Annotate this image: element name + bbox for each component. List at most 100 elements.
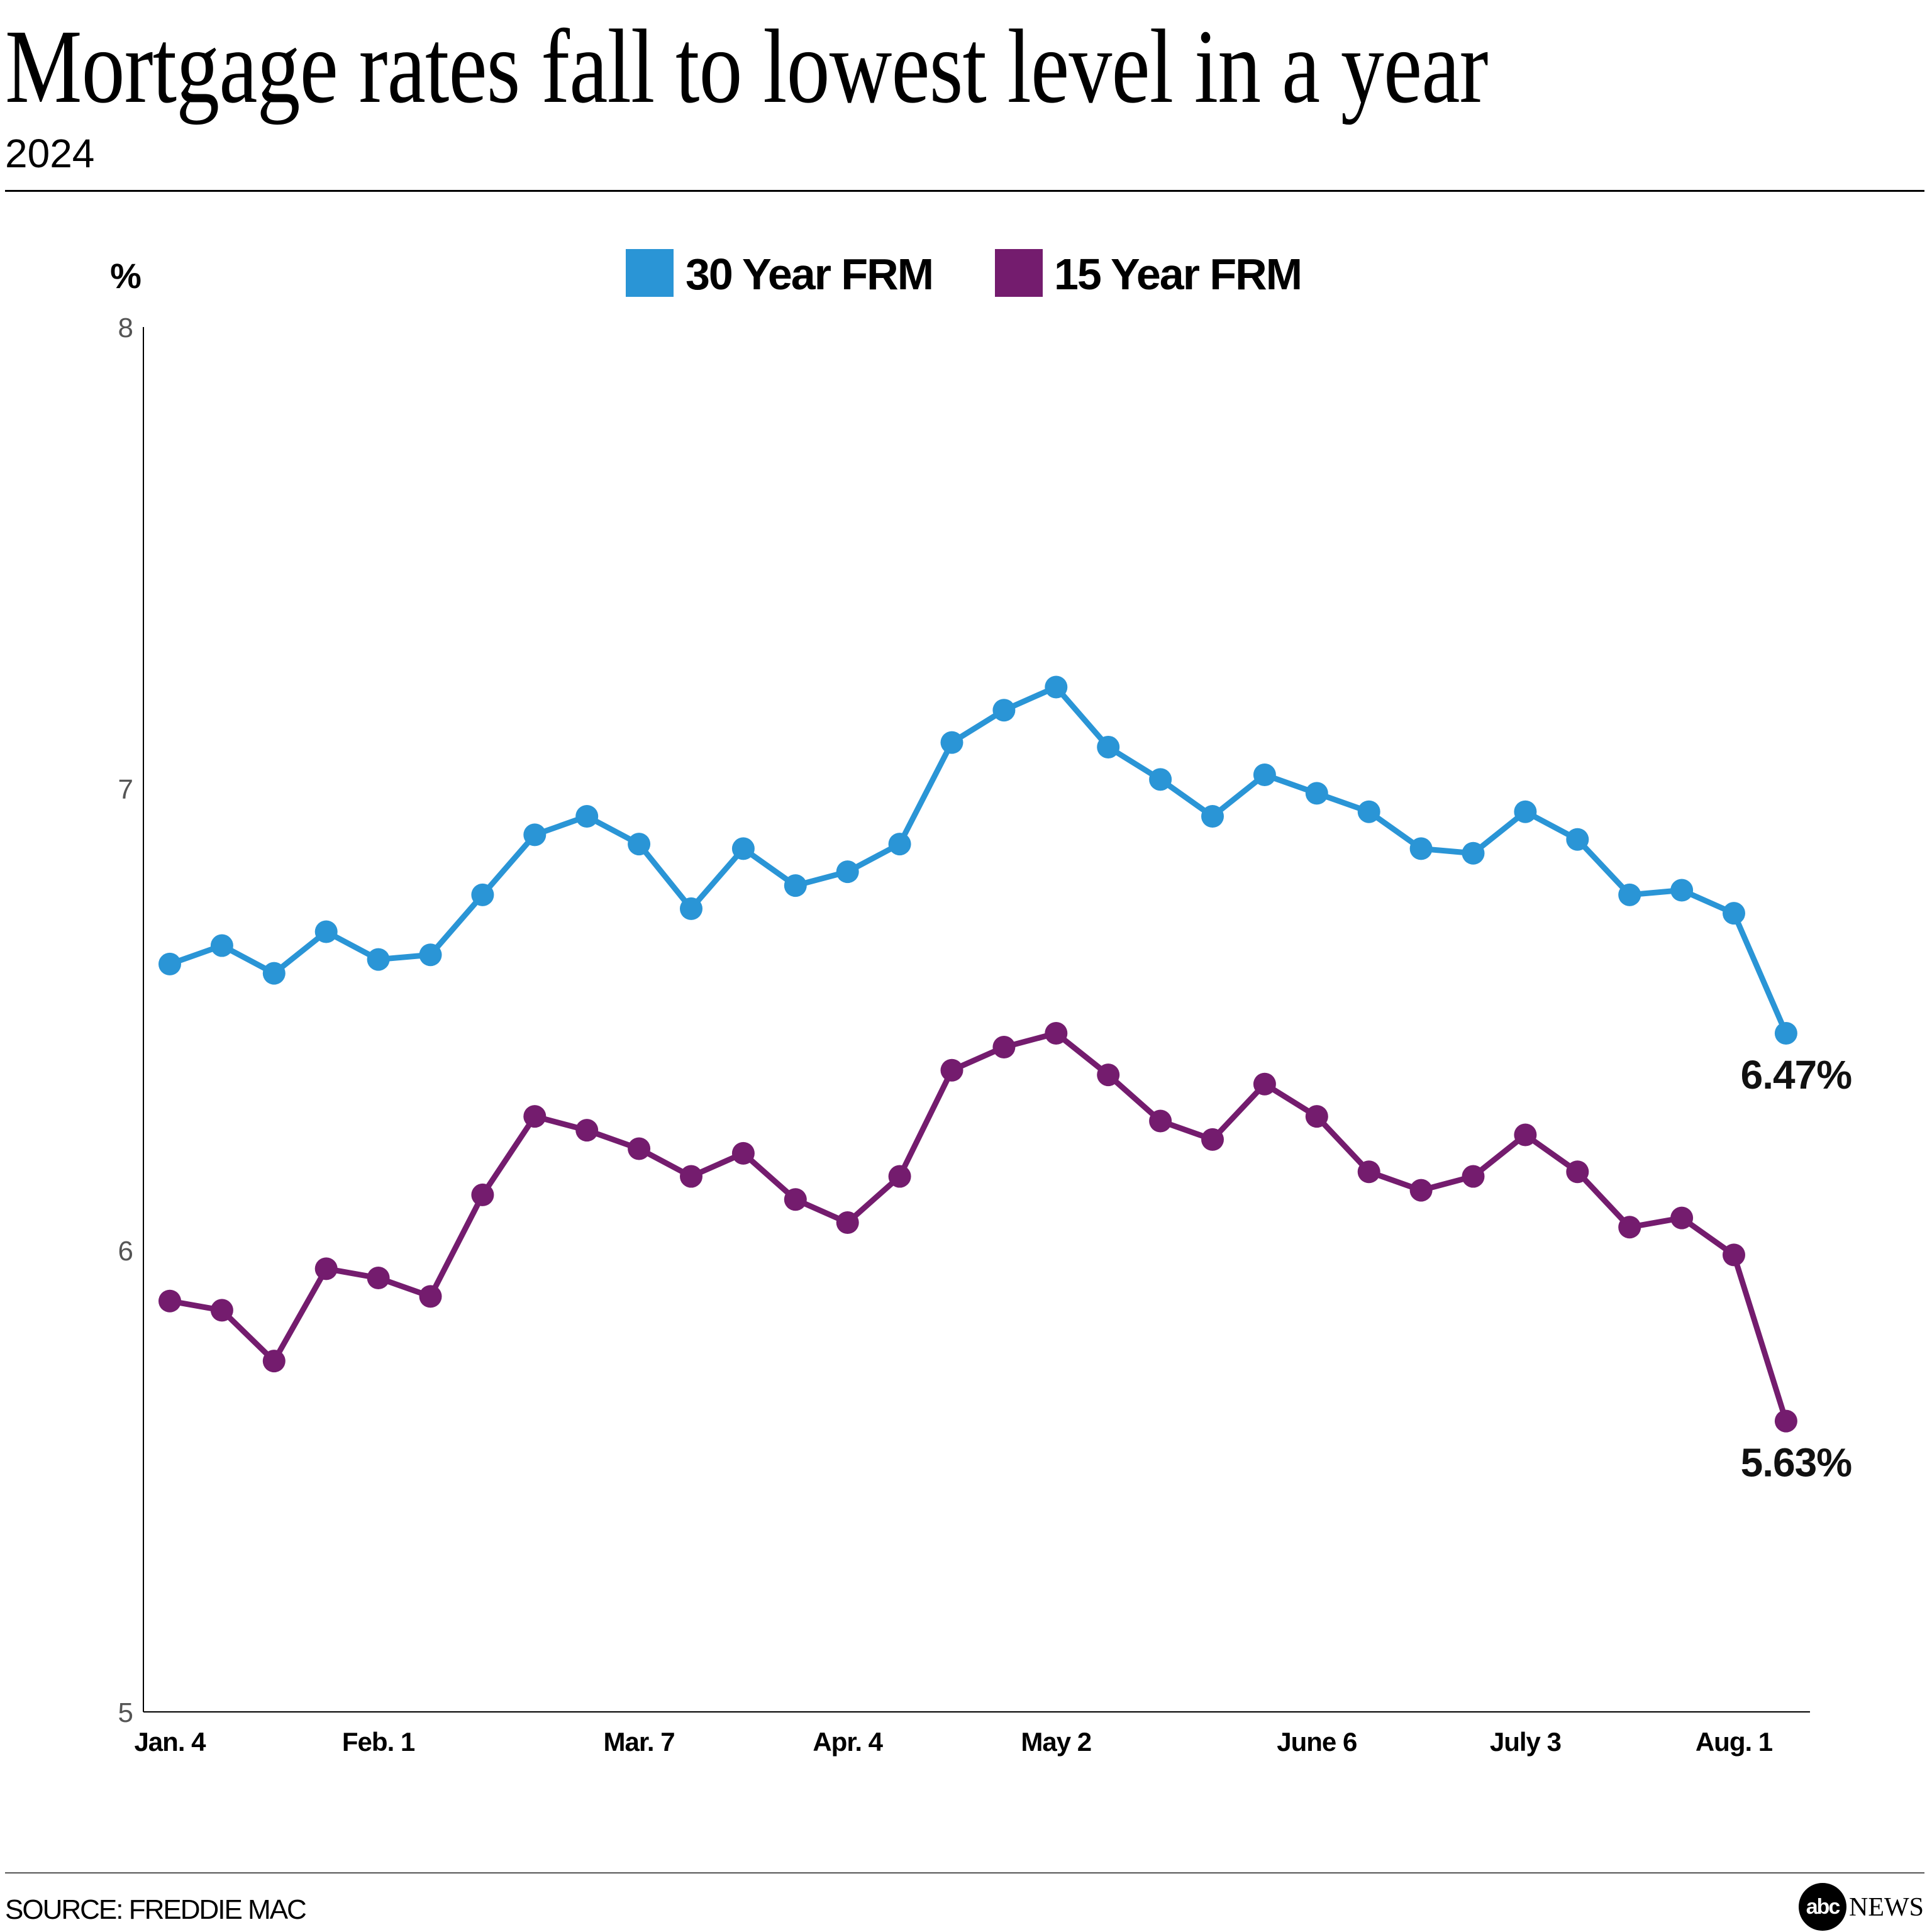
data-point <box>1357 800 1380 823</box>
header-divider <box>5 190 1924 192</box>
legend: 30 Year FRM 15 Year FRM <box>626 249 1302 299</box>
data-point <box>992 1036 1016 1059</box>
data-point <box>1253 763 1276 786</box>
data-point <box>784 874 807 897</box>
x-tick-label: July 3 <box>1490 1727 1561 1757</box>
x-tick-label: Feb. 1 <box>342 1727 415 1757</box>
data-point <box>784 1188 807 1211</box>
legend-label: 15 Year FRM <box>1054 250 1301 299</box>
data-point <box>1618 1216 1641 1239</box>
y-tick-label: 5 <box>118 1697 133 1728</box>
data-point <box>1514 1123 1537 1146</box>
data-point <box>628 1137 651 1160</box>
data-point <box>1462 1165 1485 1188</box>
y-axis-label: % <box>110 256 142 296</box>
data-point <box>1357 1160 1380 1184</box>
data-point <box>1253 1072 1276 1096</box>
data-point <box>836 860 859 884</box>
data-point <box>210 934 233 957</box>
data-point <box>471 1183 494 1206</box>
data-point <box>1305 1105 1328 1128</box>
data-point <box>1409 837 1433 860</box>
data-point <box>992 699 1016 722</box>
data-point <box>367 948 390 971</box>
data-point <box>1774 1409 1797 1433</box>
data-point <box>1462 841 1485 865</box>
data-point <box>731 837 755 860</box>
data-point <box>1045 1022 1068 1045</box>
data-point <box>210 1299 233 1322</box>
data-point <box>680 897 702 920</box>
data-point <box>888 1165 911 1188</box>
data-point <box>1409 1179 1433 1202</box>
data-point <box>1566 828 1589 851</box>
line-chart: 30 Year FRM 15 Year FRM % 5 6 7 8 Jan. 4 Feb.… <box>110 249 1852 1757</box>
data-point <box>471 883 494 906</box>
source-note: SOURCE: FREDDIE MAC <box>5 1894 307 1925</box>
data-point <box>1201 1128 1224 1151</box>
series-line <box>167 1030 1789 1424</box>
data-point <box>836 1211 859 1234</box>
data-point <box>680 1165 702 1188</box>
x-tick-label: Aug. 1 <box>1696 1727 1773 1757</box>
data-point <box>1149 768 1172 791</box>
x-tick-label: May 2 <box>1021 1727 1091 1757</box>
footer-divider <box>5 1872 1924 1874</box>
series-line <box>167 684 1789 1036</box>
x-tick-label: Apr. 4 <box>813 1727 883 1757</box>
end-value-label: 6.47% <box>1741 1052 1852 1097</box>
data-point <box>1514 800 1537 823</box>
data-point <box>419 943 442 967</box>
series-group: 6.47% 5.63% <box>158 675 1852 1485</box>
data-point <box>1097 735 1120 758</box>
data-point <box>1670 1206 1694 1230</box>
end-value-label: 5.63% <box>1741 1440 1852 1485</box>
data-point <box>1566 1160 1589 1184</box>
data-point <box>314 920 338 943</box>
logo-news-text: NEWS <box>1849 1893 1924 1922</box>
data-point <box>1670 879 1694 902</box>
data-point <box>158 952 181 975</box>
data-point <box>1723 902 1745 925</box>
data-point <box>1201 805 1224 828</box>
data-point <box>262 1350 286 1373</box>
x-tick-label: Mar. 7 <box>604 1727 675 1757</box>
data-point <box>628 833 651 856</box>
x-tick-label: Jan. 4 <box>134 1727 206 1757</box>
x-axis-ticks: Jan. 4 Feb. 1 Mar. 7 Apr. 4 May 2 June 6 July … <box>134 1727 1773 1757</box>
y-tick-label: 6 <box>118 1236 133 1267</box>
data-point <box>1618 883 1641 906</box>
y-axis-ticks: 5 6 7 8 <box>118 313 133 1728</box>
abc-news-logo: abc NEWS <box>1799 1883 1924 1931</box>
data-point <box>575 805 599 828</box>
data-point <box>940 1058 963 1082</box>
data-point <box>888 833 911 856</box>
logo-abc-text: abc <box>1806 1895 1840 1919</box>
data-point <box>262 962 286 985</box>
x-tick-label: June 6 <box>1277 1727 1357 1757</box>
chart-subtitle: 2024 <box>5 131 95 176</box>
data-point <box>314 1257 338 1280</box>
data-point <box>1149 1109 1172 1133</box>
data-point <box>523 1105 547 1128</box>
data-point <box>367 1267 390 1290</box>
series-30-year-frm: 6.47% <box>158 675 1852 1097</box>
data-point <box>419 1285 442 1308</box>
legend-label: 30 Year FRM <box>686 250 933 299</box>
data-point <box>1774 1022 1797 1045</box>
data-point <box>1045 675 1068 699</box>
y-tick-label: 8 <box>118 313 133 343</box>
data-point <box>158 1289 181 1313</box>
series-15-year-frm: 5.63% <box>158 1022 1852 1485</box>
legend-swatch <box>626 249 674 297</box>
y-tick-label: 7 <box>118 774 133 805</box>
data-point <box>1305 782 1328 805</box>
data-point <box>523 823 547 847</box>
legend-swatch <box>995 249 1043 297</box>
data-point <box>940 731 963 754</box>
data-point <box>1097 1063 1120 1087</box>
data-point <box>1723 1243 1745 1267</box>
data-point <box>731 1141 755 1165</box>
chart-title: Mortgage rates fall to lowest level in a… <box>5 8 1489 125</box>
data-point <box>575 1119 599 1142</box>
